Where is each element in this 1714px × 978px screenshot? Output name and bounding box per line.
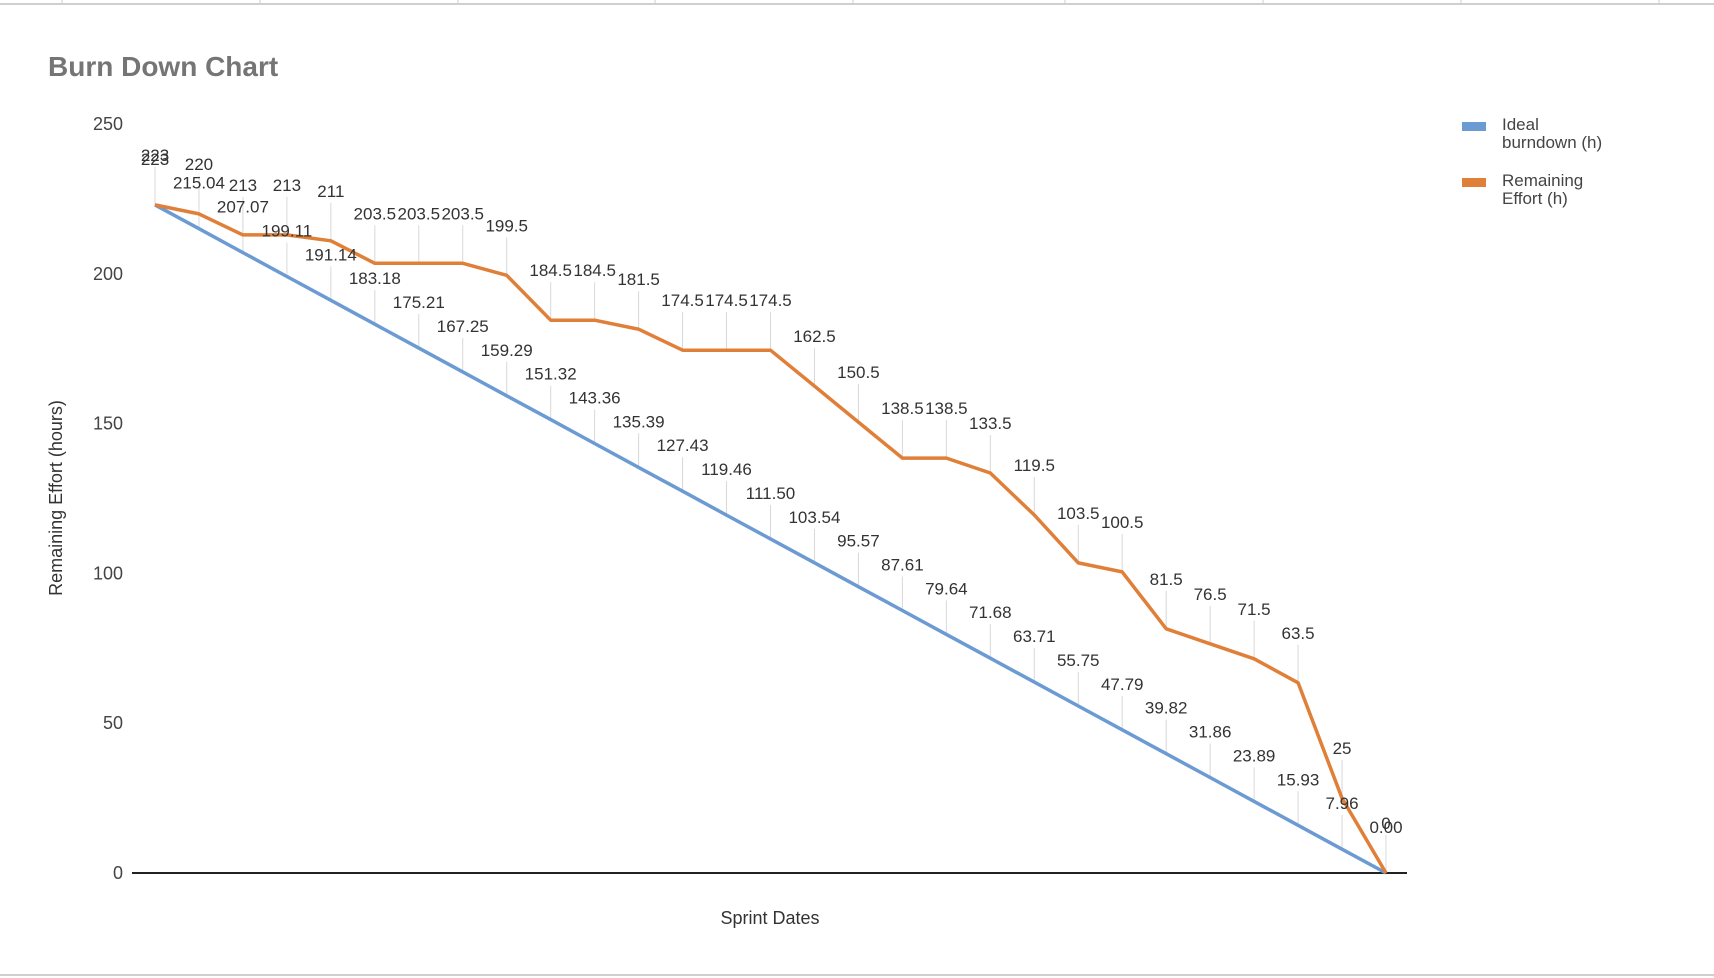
y-axis-ticks: 0 50 100 150 200 250 <box>93 114 123 883</box>
remaining-data-label: 76.5 <box>1194 585 1227 604</box>
ideal-data-label: 7.96 <box>1325 794 1358 813</box>
series-lines <box>154 203 1388 875</box>
ideal-data-label: 159.29 <box>481 341 533 360</box>
ideal-data-label: 55.75 <box>1057 651 1100 670</box>
ideal-data-label: 119.46 <box>701 460 752 479</box>
remaining-data-label: 133.5 <box>969 414 1012 433</box>
chart-title: Burn Down Chart <box>48 51 278 82</box>
remaining-data-label: 213 <box>273 176 301 195</box>
remaining-data-label: 81.5 <box>1150 570 1183 589</box>
y-axis-title: Remaining Effort (hours) <box>46 400 66 596</box>
ideal-burndown-line <box>154 203 1387 875</box>
ideal-data-label: 0.00 <box>1369 818 1402 837</box>
remaining-data-label: 103.5 <box>1057 504 1100 523</box>
remaining-data-label: 138.5 <box>881 399 924 418</box>
y-tick-label: 200 <box>93 264 123 284</box>
remaining-effort-line <box>154 203 1388 874</box>
remaining-data-label: 199.5 <box>485 216 528 235</box>
ideal-data-label: 87.61 <box>881 556 924 575</box>
ideal-data-label: 127.43 <box>657 436 709 455</box>
sheet-column-lines <box>61 0 1660 4</box>
ideal-data-label: 39.82 <box>1145 699 1188 718</box>
remaining-data-label: 0 <box>1381 814 1390 833</box>
remaining-data-label: 174.5 <box>661 291 704 310</box>
ideal-data-label: 191.14 <box>305 245 357 264</box>
remaining-data-label: 162.5 <box>793 327 836 346</box>
y-tick-label: 100 <box>93 563 123 583</box>
y-tick-label: 250 <box>93 114 123 134</box>
remaining-data-label: 184.5 <box>573 261 616 280</box>
ideal-data-label: 71.68 <box>969 603 1012 622</box>
remaining-data-label: 203.5 <box>398 204 441 223</box>
ideal-data-label: 175.21 <box>393 293 445 312</box>
ideal-data-label: 207.07 <box>217 198 269 217</box>
ideal-data-label: 223 <box>141 150 169 169</box>
remaining-data-label: 174.5 <box>705 291 748 310</box>
ideal-data-label: 151.32 <box>525 365 577 384</box>
remaining-data-label: 211 <box>317 182 344 201</box>
remaining-data-label: 203.5 <box>354 204 397 223</box>
remaining-data-label: 150.5 <box>837 363 880 382</box>
ideal-data-label: 63.71 <box>1013 627 1056 646</box>
ideal-data-label: 31.86 <box>1189 723 1232 742</box>
remaining-data-label: 25 <box>1333 739 1352 758</box>
ideal-data-label: 167.25 <box>437 317 489 336</box>
ideal-data-label: 215.04 <box>173 174 225 193</box>
remaining-data-label: 181.5 <box>617 270 660 289</box>
remaining-data-label: 203.5 <box>441 204 484 223</box>
remaining-data-label: 63.5 <box>1282 624 1315 643</box>
remaining-data-label: 174.5 <box>749 291 792 310</box>
remaining-data-label: 71.5 <box>1238 600 1271 619</box>
remaining-data-label: 223 <box>141 146 169 165</box>
ideal-data-label: 23.89 <box>1233 746 1276 765</box>
y-tick-label: 150 <box>93 414 123 434</box>
ideal-data-label: 183.18 <box>349 269 401 288</box>
remaining-data-label: 213 <box>229 176 257 195</box>
remaining-data-label: 220 <box>185 155 213 174</box>
ideal-data-label: 15.93 <box>1277 770 1320 789</box>
remaining-data-label: 119.5 <box>1014 456 1055 475</box>
ideal-data-label: 111.50 <box>746 484 795 503</box>
ideal-data-label: 103.54 <box>788 508 840 527</box>
ideal-data-label: 47.79 <box>1101 675 1144 694</box>
x-axis-title: Sprint Dates <box>720 908 819 928</box>
legend-label-ideal: burndown (h) <box>1502 133 1602 152</box>
legend-label-remaining: Remaining <box>1502 171 1583 190</box>
remaining-data-label: 184.5 <box>529 261 572 280</box>
remaining-data-label: 100.5 <box>1101 513 1144 532</box>
ideal-data-label: 199.11 <box>262 221 313 240</box>
remaining-data-label: 138.5 <box>925 399 968 418</box>
legend-label-ideal: Ideal <box>1502 115 1539 134</box>
ideal-data-label: 95.57 <box>837 532 880 551</box>
ideal-data-label: 79.64 <box>925 579 968 598</box>
ideal-data-label: 135.39 <box>613 412 665 431</box>
legend-label-remaining: Effort (h) <box>1502 189 1568 208</box>
data-label-leader-lines <box>154 166 1387 873</box>
ideal-data-label: 143.36 <box>569 388 621 407</box>
legend-swatch-ideal <box>1462 122 1486 131</box>
y-tick-label: 50 <box>103 713 123 733</box>
legend-swatch-remaining <box>1462 178 1486 187</box>
y-tick-label: 0 <box>113 863 123 883</box>
